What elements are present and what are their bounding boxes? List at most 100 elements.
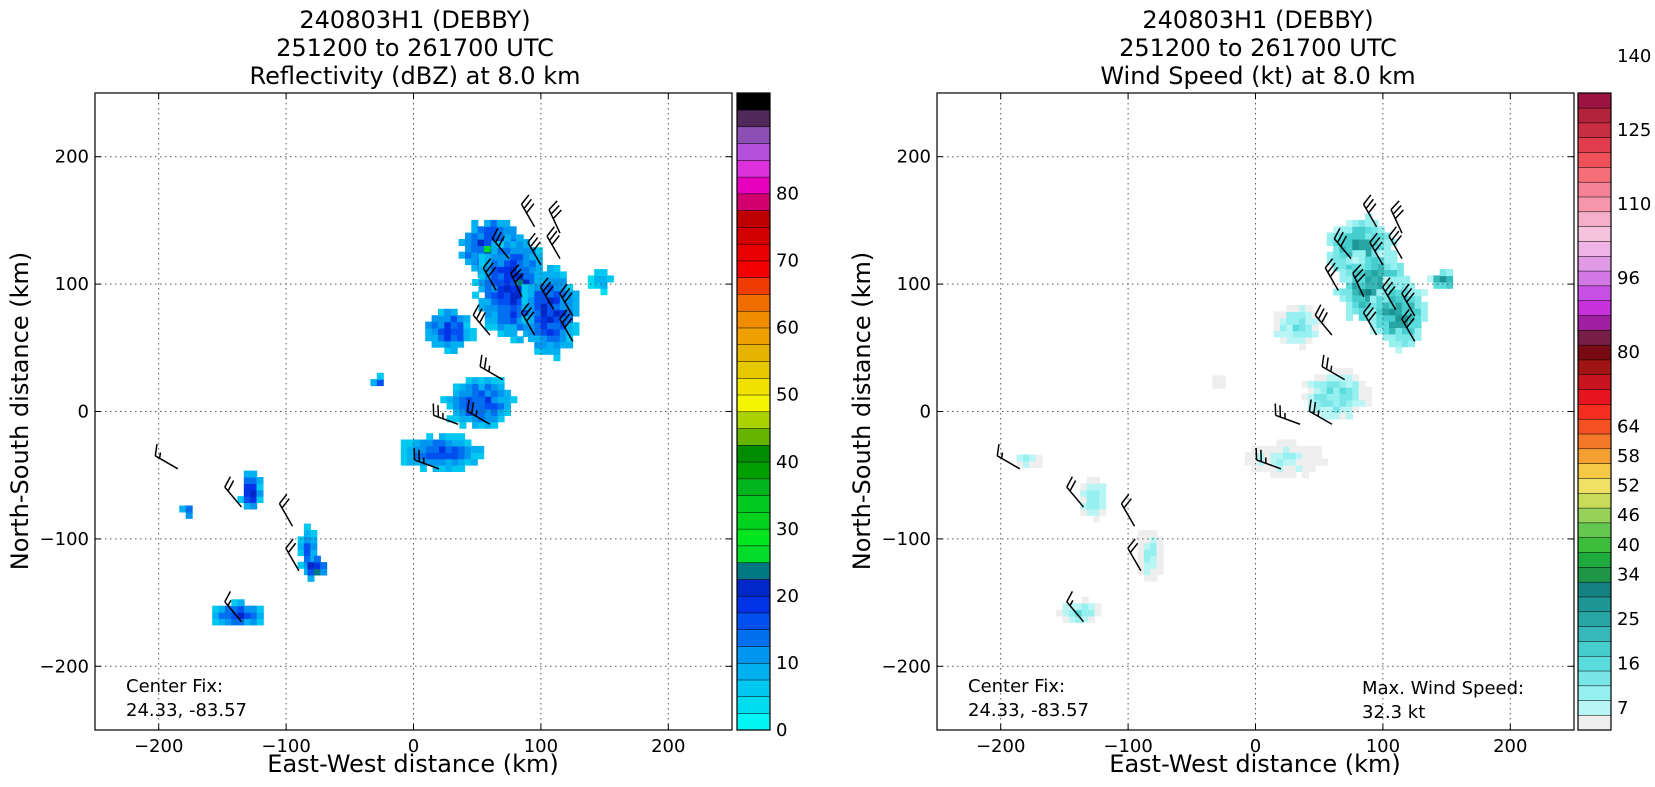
field-cell <box>303 523 311 531</box>
field-cell <box>566 341 574 349</box>
field-cell <box>444 321 452 329</box>
colorbar-segment <box>1577 448 1612 464</box>
wind-barb <box>559 309 574 342</box>
field-cell <box>1389 340 1396 348</box>
field-cell <box>426 445 434 453</box>
field-cell <box>1358 313 1366 321</box>
field-cell <box>231 618 239 626</box>
field-cell <box>250 605 258 613</box>
field-cell <box>1382 327 1390 335</box>
colorbar-tick-label: 34 <box>1617 564 1640 585</box>
field-cell <box>484 310 492 318</box>
field-cell <box>1346 269 1353 277</box>
field-cell <box>553 315 561 323</box>
y-tick-label: 0 <box>920 402 931 423</box>
field-cell <box>1295 452 1303 460</box>
field-cell <box>1314 458 1322 466</box>
field-cell <box>1156 536 1164 544</box>
field-cell <box>453 409 460 416</box>
field-cell <box>510 304 518 312</box>
field-cell <box>1276 445 1284 453</box>
field-cell <box>1389 295 1396 303</box>
field-cell <box>516 259 524 267</box>
field-cell <box>407 452 415 460</box>
field-cell <box>1333 399 1341 407</box>
field-cell <box>1302 471 1310 479</box>
field-cell <box>504 234 511 242</box>
field-cell <box>1286 317 1294 325</box>
field-cell <box>484 402 492 410</box>
field-cell <box>1292 324 1300 332</box>
field-cell <box>444 315 452 323</box>
wind-barb <box>224 590 243 623</box>
field-cell <box>1305 311 1313 319</box>
field-cell <box>566 303 574 311</box>
y-tick-label: 100 <box>55 274 89 295</box>
field-cell <box>1333 232 1341 240</box>
field-cell <box>1352 245 1360 253</box>
field-cell <box>540 335 548 343</box>
field-cell <box>497 259 505 267</box>
colorbar-segment <box>1577 626 1612 642</box>
colorbar-segment <box>1577 507 1612 524</box>
field-cell <box>1292 311 1300 319</box>
field-cell <box>1099 483 1107 491</box>
field-cell <box>540 328 548 336</box>
wind-barb <box>1401 309 1416 342</box>
field-cell <box>1311 317 1319 325</box>
field-cell <box>1305 317 1313 325</box>
field-cell <box>1408 327 1416 335</box>
field-cell <box>540 347 548 355</box>
wind-barb <box>479 354 504 381</box>
field-cell <box>504 247 511 255</box>
field-cell <box>527 322 535 330</box>
field-cell <box>451 439 459 447</box>
colorbar-tick-label: 20 <box>776 586 799 607</box>
field-cell <box>465 251 472 259</box>
field-cell <box>1395 276 1403 284</box>
field-cell <box>471 232 479 240</box>
field-cell <box>1086 477 1094 484</box>
field-cell <box>1346 219 1353 227</box>
field-cell <box>523 330 531 337</box>
field-cell <box>572 328 580 336</box>
colorbar-segment <box>1577 359 1612 376</box>
field-cell <box>1352 256 1360 264</box>
field-cell <box>400 439 408 447</box>
field-cell <box>1352 406 1360 414</box>
field-cell <box>516 247 524 255</box>
field-cell <box>491 415 499 423</box>
field-cell <box>1088 603 1096 611</box>
field-cell <box>1280 317 1287 325</box>
field-cell <box>444 340 452 348</box>
field-cell <box>491 310 499 318</box>
field-cell <box>1384 269 1392 277</box>
field-cell <box>1263 452 1271 460</box>
field-cell <box>1280 330 1287 338</box>
field-cell <box>504 402 511 410</box>
field-cell <box>303 555 311 563</box>
field-cell <box>432 439 440 447</box>
field-cell <box>250 502 258 510</box>
field-cell <box>477 452 485 460</box>
field-cell <box>553 290 561 298</box>
field-cell <box>1396 263 1404 270</box>
field-cell <box>459 421 467 429</box>
field-cell <box>1339 367 1347 375</box>
field-cell <box>553 265 561 272</box>
field-cell <box>484 377 492 385</box>
field-cell <box>553 296 561 304</box>
field-cell <box>370 379 378 387</box>
wind-barb <box>482 258 497 291</box>
field-cell <box>527 290 535 298</box>
field-cell <box>1371 288 1379 296</box>
field-cell <box>491 240 499 248</box>
y-axis-label: North-South distance (km) <box>848 252 876 571</box>
field-cell <box>1270 445 1278 453</box>
wind-barb <box>472 304 491 336</box>
field-cell <box>600 288 608 296</box>
field-cell <box>413 445 421 453</box>
field-cell <box>1396 269 1404 277</box>
field-cell <box>1289 445 1297 453</box>
title-line-1: 240803H1 (DEBBY) <box>1142 6 1373 34</box>
